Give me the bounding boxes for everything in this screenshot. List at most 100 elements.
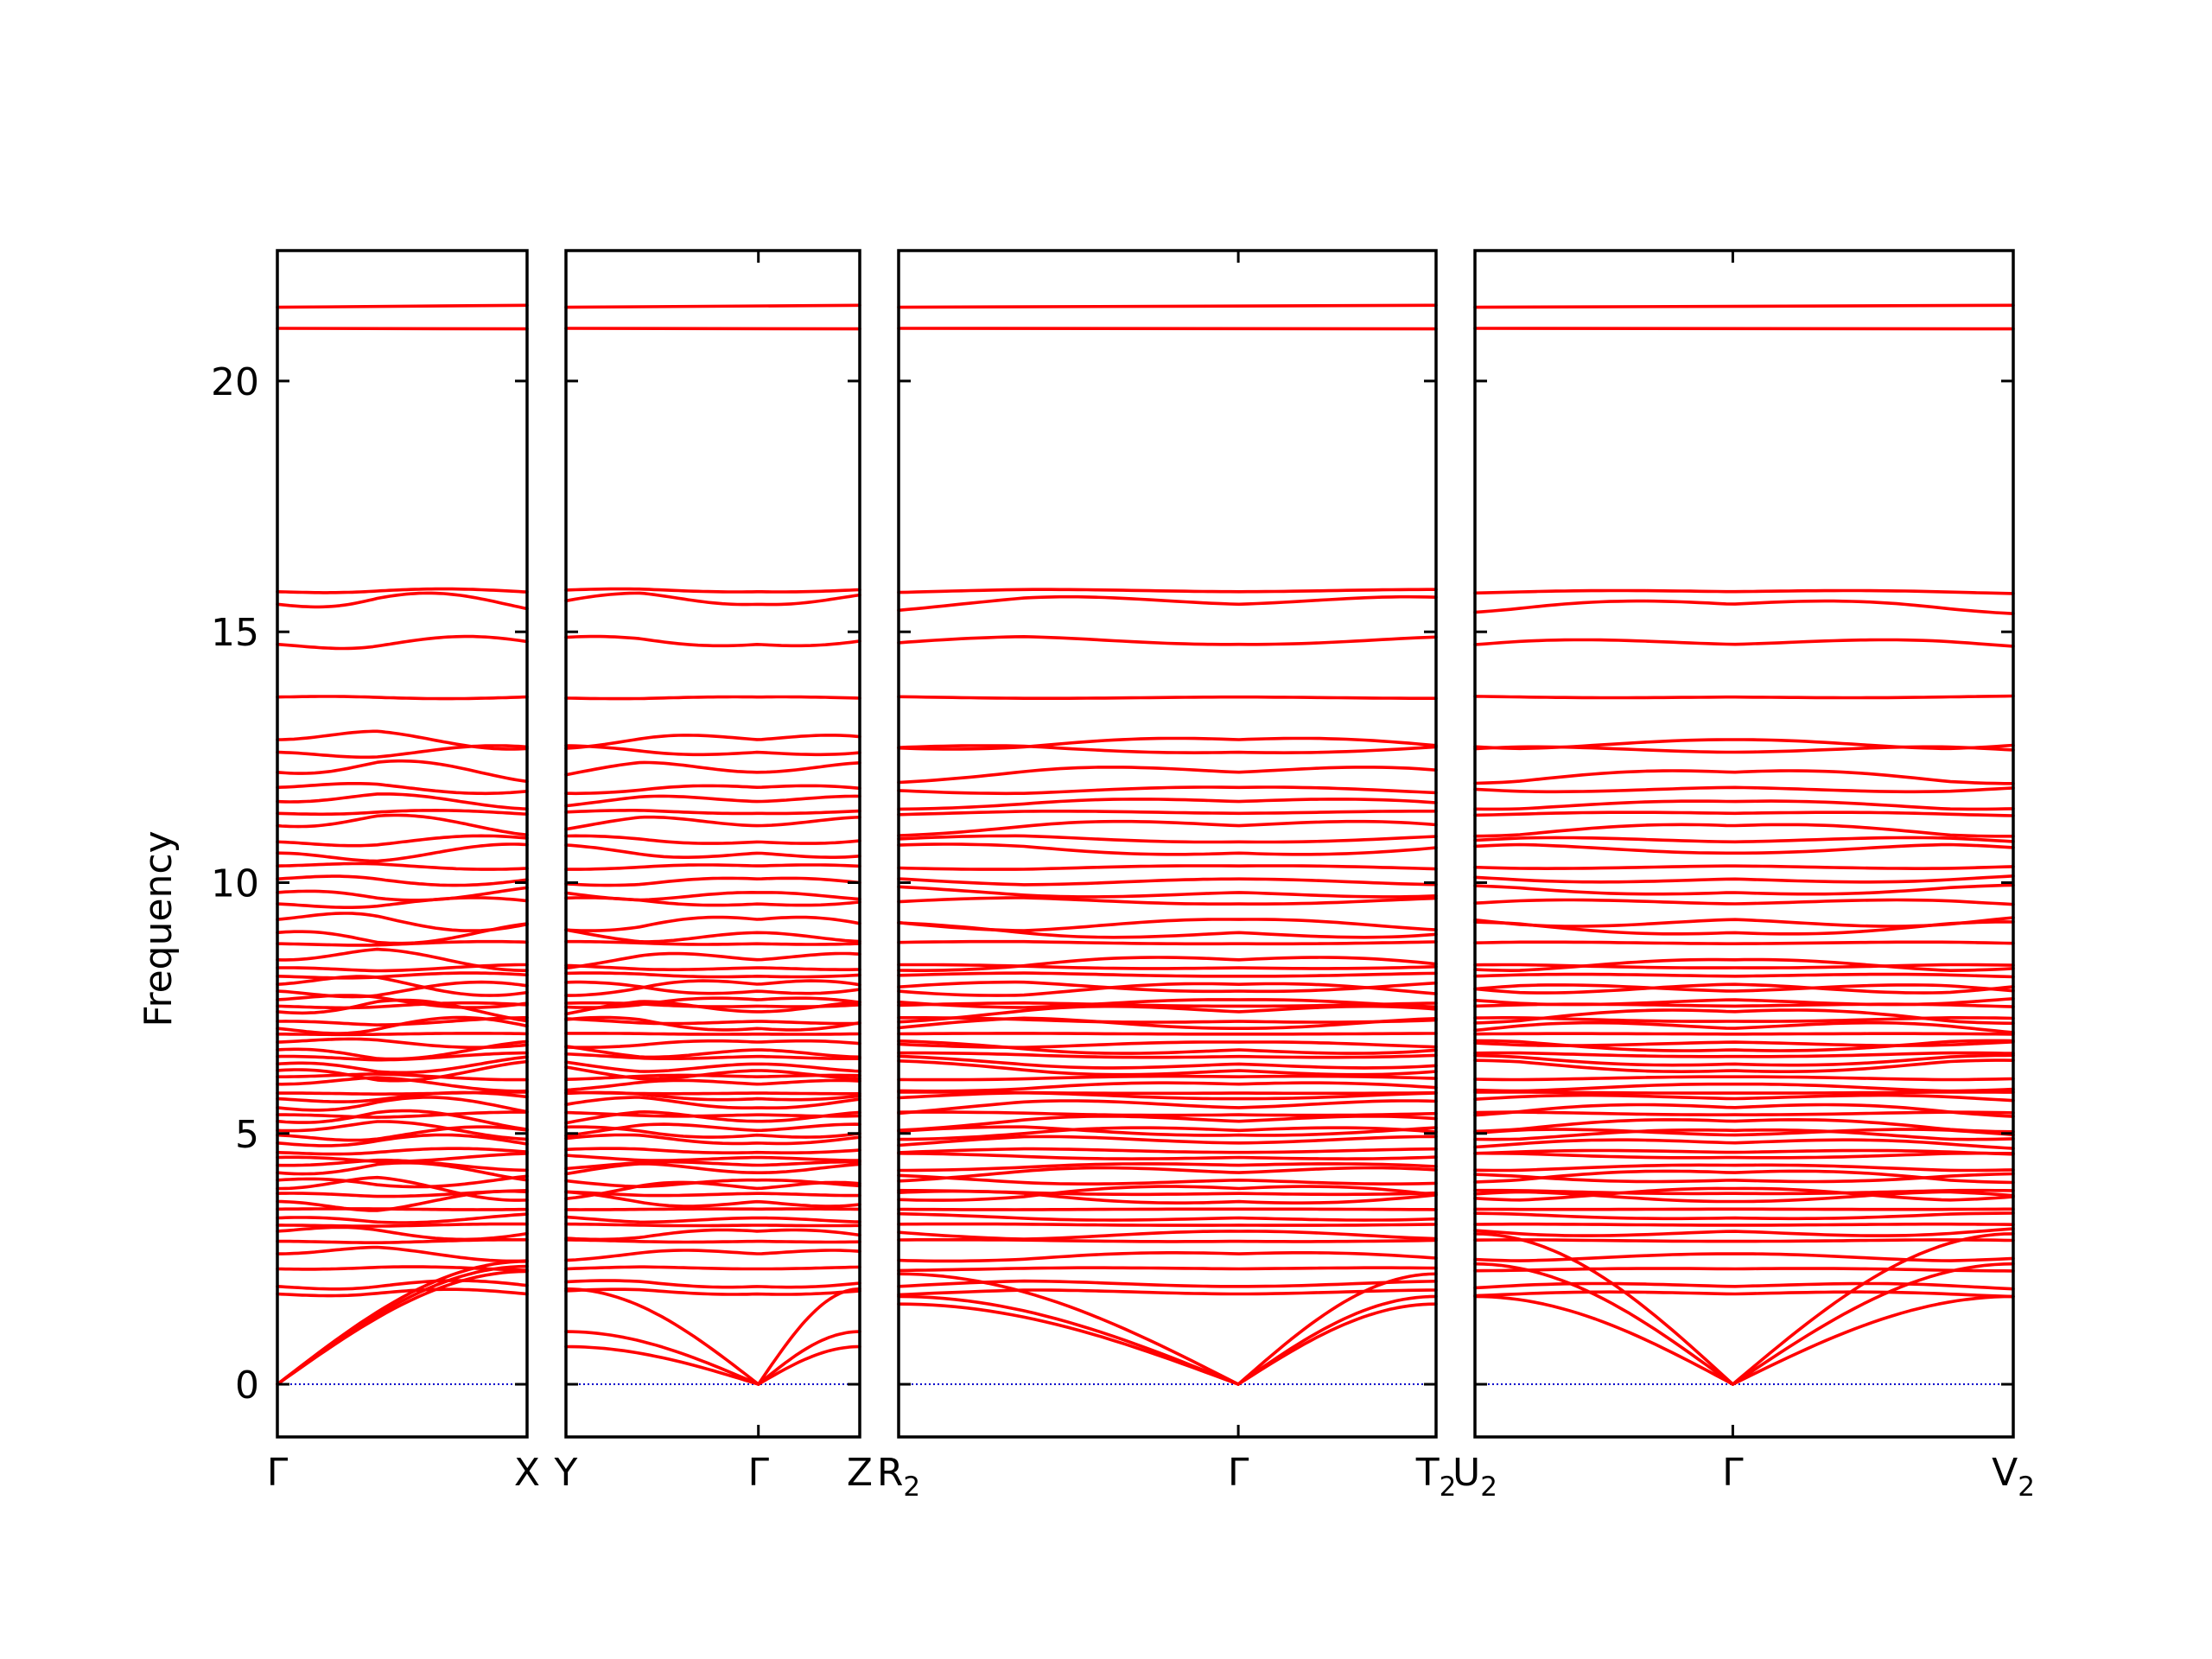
panel-frame: [564, 249, 861, 1439]
phonon-band: [276, 1110, 529, 1119]
acoustic-band: [1731, 1262, 2015, 1386]
phonon-band: [276, 813, 529, 837]
phonon-band: [1473, 1075, 2015, 1082]
phonon-band: [564, 695, 861, 701]
phonon-band: [564, 1238, 861, 1244]
phonon-band: [1473, 1090, 2015, 1095]
phonon-band: [897, 998, 1438, 1009]
phonon-band: [1473, 1053, 2015, 1067]
phonon-band: [564, 1017, 861, 1026]
phonon-band: [897, 1016, 1438, 1024]
phonon-band: [897, 1040, 1438, 1049]
phonon-band-high: [897, 303, 1438, 309]
phonon-band: [564, 1060, 861, 1073]
phonon-band: [1473, 588, 2015, 595]
phonon-band: [564, 1154, 861, 1162]
phonon-band: [564, 834, 861, 845]
phonon-band: [1473, 1151, 2015, 1160]
acoustic-band: [897, 1272, 1240, 1386]
band-panel: R2 Γ T2: [877, 249, 1456, 1503]
phonon-band: [897, 1051, 1438, 1059]
x-tick-label: Z: [847, 1451, 873, 1495]
phonon-band: [1473, 1051, 2015, 1058]
phonon-band: [897, 918, 1438, 932]
phonon-band: [897, 1166, 1438, 1183]
phonon-band-high: [564, 303, 861, 309]
phonon-band: [564, 1096, 861, 1109]
y-tick-label: 15: [211, 611, 259, 655]
phonon-band: [276, 980, 529, 999]
phonon-band: [276, 971, 529, 980]
x-tick-label: Y: [554, 1451, 578, 1495]
phonon-band: [897, 785, 1438, 796]
phonon-band: [564, 1147, 861, 1154]
phonon-band: [897, 588, 1438, 594]
phonon-band: [276, 1037, 529, 1049]
phonon-band: [276, 994, 529, 1009]
phonon-band: [897, 1238, 1438, 1243]
phonon-band: [897, 594, 1438, 613]
phonon-band: [897, 1251, 1438, 1263]
x-tick-label: R2: [877, 1451, 920, 1503]
phonon-band: [1473, 1211, 2015, 1221]
phonon-band: [276, 1133, 529, 1147]
x-tick-label: Γ: [747, 1451, 769, 1495]
phonon-band: [564, 809, 861, 816]
phonon-band: [897, 1288, 1438, 1297]
phonon-band: [564, 1249, 861, 1262]
phonon-band: [564, 1222, 861, 1228]
phonon-band: [1473, 1058, 2015, 1073]
phonon-band: [564, 1215, 861, 1224]
phonon-band: [564, 587, 861, 594]
x-tick-label: Γ: [267, 1451, 289, 1495]
phonon-band: [276, 1072, 529, 1082]
phonon-band: [564, 928, 861, 944]
phonon-band: [897, 842, 1438, 856]
phonon-band: [276, 912, 529, 932]
phonon-band: [276, 1222, 529, 1228]
acoustic-band: [1236, 1302, 1438, 1386]
phonon-band: [564, 1190, 861, 1208]
phonon-band: [276, 729, 529, 751]
phonon-band: [1473, 864, 2015, 870]
phonon-band: [564, 843, 861, 859]
x-tick-label: V2: [1992, 1451, 2035, 1503]
phonon-band: [897, 1099, 1438, 1116]
phonon-band: [1473, 1040, 2015, 1047]
phonon-band: [276, 842, 529, 863]
panel-frame: [1473, 249, 2015, 1439]
phonon-band: [1473, 599, 2015, 615]
phonon-band: [1473, 769, 2015, 785]
phonon-band: [1473, 1186, 2015, 1202]
phonon-band: [564, 1065, 861, 1081]
phonon-band: [897, 877, 1438, 887]
phonon-band: [276, 834, 529, 848]
phonon-band: [276, 947, 529, 972]
phonon-band: [564, 744, 861, 757]
y-tick-label: 10: [211, 861, 259, 906]
phonon-band: [897, 1110, 1438, 1117]
phonon-band: [276, 1175, 529, 1202]
phonon-band: [897, 1001, 1438, 1008]
phonon-band: [1473, 799, 2015, 811]
acoustic-band: [564, 1287, 760, 1386]
phonon-band: [564, 784, 861, 796]
phonon-band: [1473, 1082, 2015, 1093]
phonon-band: [276, 1055, 529, 1075]
phonon-band: [564, 1265, 861, 1271]
phonon-band: [276, 744, 529, 760]
phonon-band: [897, 864, 1438, 871]
phonon-band: [897, 1135, 1438, 1147]
phonon-band: [897, 635, 1438, 646]
acoustic-band: [1473, 1232, 1735, 1386]
phonon-band: [1473, 842, 2015, 855]
phonon-band: [276, 1174, 529, 1189]
acoustic-band: [1731, 1232, 2015, 1386]
acoustic-band: [1236, 1294, 1438, 1386]
phonon-band: [897, 982, 1438, 997]
acoustic-band: [1731, 1294, 2015, 1386]
phonon-band: [1473, 1128, 2015, 1141]
phonon-band: [1473, 1222, 2015, 1227]
